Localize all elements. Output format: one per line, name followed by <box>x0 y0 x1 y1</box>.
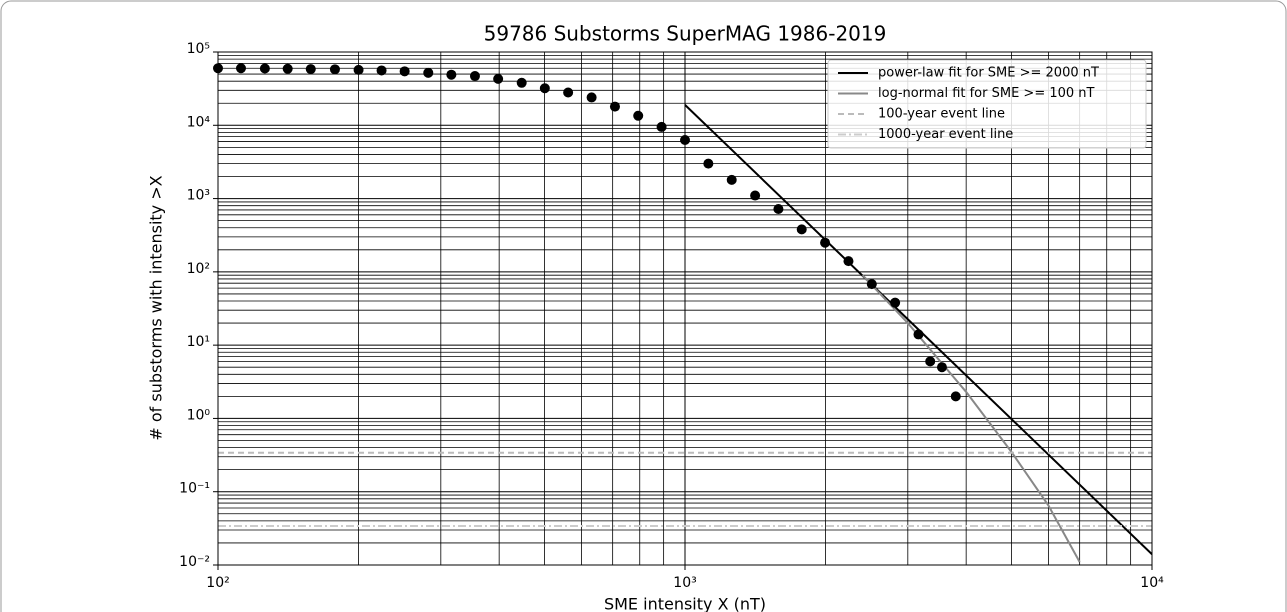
data-point <box>493 73 504 84</box>
y-tick-label: 10⁵ <box>187 41 210 57</box>
data-point <box>446 69 457 80</box>
legend-label: 1000-year event line <box>878 127 1013 142</box>
data-point <box>399 66 410 77</box>
data-point <box>726 174 737 185</box>
data-point <box>329 64 340 75</box>
data-point <box>376 65 387 76</box>
y-tick-label: 10¹ <box>187 334 210 350</box>
y-tick-label: 10⁻¹ <box>179 481 210 497</box>
legend-label: power-law fit for SME >= 2000 nT <box>878 66 1099 81</box>
x-tick-label: 10³ <box>673 575 696 591</box>
data-point <box>563 87 574 98</box>
plot-border <box>217 51 1153 566</box>
data-point <box>750 190 761 201</box>
y-axis-label: # of substorms with intensity >X <box>147 175 166 440</box>
data-point <box>820 237 831 248</box>
y-tick-label: 10⁰ <box>187 407 211 423</box>
data-point <box>235 63 246 74</box>
fit-line <box>861 274 1081 563</box>
data-point <box>925 356 936 367</box>
data-point <box>633 110 644 121</box>
data-point <box>259 63 270 74</box>
legend-box <box>827 59 1147 149</box>
data-point <box>936 362 947 373</box>
data-point <box>305 64 316 75</box>
data-point <box>423 67 434 78</box>
data-point <box>773 204 784 215</box>
legend-label: log-normal fit for SME >= 100 nT <box>878 86 1095 101</box>
x-tick-label: 10⁴ <box>1140 575 1164 591</box>
data-point <box>539 83 550 94</box>
legend-label: 100-year event line <box>878 107 1005 122</box>
data-point <box>469 71 480 82</box>
data-point <box>890 297 901 308</box>
data-point <box>843 256 854 267</box>
y-tick-label: 10⁴ <box>187 114 211 130</box>
data-point <box>282 63 293 74</box>
data-point <box>516 77 527 88</box>
data-point <box>703 158 714 169</box>
data-point <box>656 121 667 132</box>
y-tick-label: 10⁻² <box>179 554 210 570</box>
data-point <box>866 279 877 290</box>
x-tick-label: 10² <box>206 575 229 591</box>
data-point <box>586 92 597 103</box>
data-point <box>609 101 620 112</box>
data-point <box>680 134 690 145</box>
y-tick-label: 10³ <box>187 188 210 204</box>
data-point <box>353 64 364 75</box>
chart-title: 59786 Substorms SuperMAG 1986-2019 <box>484 22 887 46</box>
x-axis-label: SME intensity X (nT) <box>604 595 766 612</box>
data-point <box>950 391 961 402</box>
data-point <box>913 329 924 340</box>
y-tick-label: 10² <box>187 261 210 277</box>
data-point <box>796 224 807 235</box>
